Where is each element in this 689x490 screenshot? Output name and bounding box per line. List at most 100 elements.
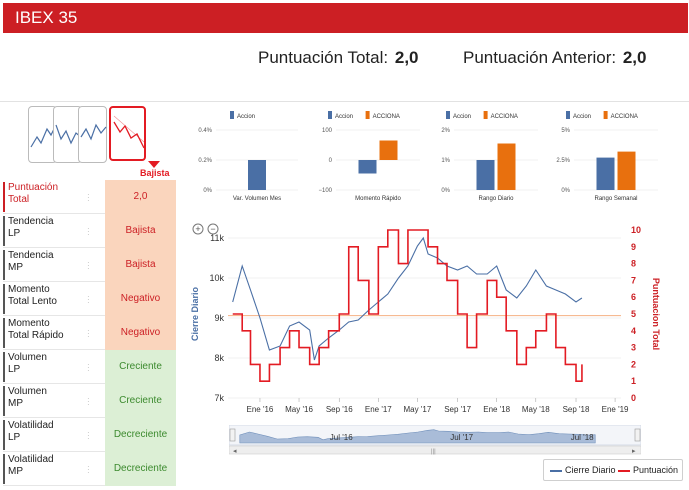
legend-item-puntuacion[interactable]: Puntuación <box>618 465 678 475</box>
bar-accion <box>358 160 377 174</box>
x-tick-label: Sep '17 <box>444 405 471 414</box>
legend-label: Accion <box>237 114 255 120</box>
y-tick-label: 0% <box>561 188 570 194</box>
indicator-row[interactable]: Momento Total Rápido · · · Negativo <box>3 316 176 350</box>
drag-handle-icon[interactable]: · · · <box>87 326 90 341</box>
indicator-row[interactable]: Volumen MP · · · Creciente <box>3 384 176 418</box>
scroll-grip-icon: ||| <box>431 449 436 455</box>
drag-handle-icon[interactable]: · · · <box>87 224 90 239</box>
legend-item-cierre[interactable]: Cierre Diario <box>550 465 616 475</box>
indicator-name-line: MP <box>8 466 23 477</box>
y-tick-label: 5% <box>561 128 570 134</box>
y-tick-label: 100 <box>322 128 333 134</box>
drag-handle-icon[interactable]: · · · <box>87 394 90 409</box>
left-tick-label: 11k <box>210 233 224 243</box>
indicator-row[interactable]: Tendencia MP · · · Bajista <box>3 248 176 282</box>
bar-acciona <box>379 140 398 160</box>
page-title: IBEX 35 <box>15 8 78 27</box>
indicator-row[interactable]: Volatilidad LP · · · Decreciente <box>3 418 176 452</box>
chart-volumen-mes: Accion 0.4% 0.2% 0% Var. Volumen Mes <box>198 111 298 202</box>
indicator-name: Volumen LP <box>3 352 103 382</box>
range-navigator[interactable]: Jul '16 Jul '17 Jul '18 ◂ ||| ▸ <box>229 425 641 455</box>
indicator-name-line: Total Lento <box>8 296 57 307</box>
right-axis-title: Puntuacion Total <box>651 278 661 350</box>
indicator-name: Volatilidad MP <box>3 454 103 484</box>
drag-handle-icon[interactable]: · · · <box>87 462 90 477</box>
navigator-tick-label: Jul '18 <box>571 433 594 442</box>
scroll-right-icon: ▸ <box>632 448 636 455</box>
indicator-row[interactable]: Volumen LP · · · Creciente <box>3 350 176 384</box>
range-chart-icon[interactable] <box>78 106 107 163</box>
x-tick-label: Sep '18 <box>563 405 590 414</box>
navigator-scrollbar[interactable] <box>229 445 641 455</box>
chart-rango-diario: Accion ACCIONA 2% 1% 0% Rango Diario <box>441 111 538 202</box>
legend-swatch-icon <box>230 111 234 119</box>
indicator-row[interactable]: Volatilidad MP · · · Decreciente <box>3 452 176 486</box>
active-trend-label: Bajista <box>140 168 170 178</box>
indicator-name-line: Volumen <box>8 352 47 363</box>
y-tick-label: 0% <box>441 188 450 194</box>
x-tick-label: Ene '19 <box>602 405 629 414</box>
indicator-row[interactable]: Tendencia LP · · · Bajista <box>3 214 176 248</box>
right-tick-label: 2 <box>631 359 636 369</box>
bar-acciona <box>497 143 516 190</box>
legend-line-icon <box>550 469 562 472</box>
zoom-in-icon[interactable]: + <box>192 223 204 235</box>
x-tick-label: Ene '17 <box>365 405 392 414</box>
legend-label: Accion <box>573 114 591 120</box>
indicator-name: Volumen MP <box>3 386 103 416</box>
total-score: Puntuación Total: 2,0 <box>258 48 419 68</box>
x-category-label: Var. Volumen Mes <box>233 196 281 202</box>
bar-accion <box>596 157 615 190</box>
drag-handle-icon[interactable]: · · · <box>87 428 90 443</box>
drag-handle-icon[interactable]: · · · <box>87 360 90 375</box>
indicator-value: Bajista <box>105 214 176 248</box>
indicator-value: Bajista <box>105 248 176 282</box>
series-cierre-line <box>232 236 583 361</box>
trend-chart-icon[interactable] <box>28 106 57 163</box>
indicator-value: 2,0 <box>105 180 176 214</box>
zoom-in-glyph: + <box>195 224 200 234</box>
drag-handle-icon[interactable]: · · · <box>87 292 90 307</box>
indicator-name-line: Volatilidad <box>8 420 54 431</box>
indicator-value: Decreciente <box>105 418 176 452</box>
legend-label-cierre: Cierre Diario <box>565 465 616 475</box>
bearish-chart-icon[interactable] <box>109 106 146 161</box>
indicator-name-line: MP <box>8 262 23 273</box>
y-tick-label: 1% <box>441 158 450 164</box>
drag-handle-icon[interactable]: · · · <box>87 258 90 273</box>
x-category-label: Rango Diario <box>478 196 514 202</box>
x-tick-label: Ene '18 <box>483 405 510 414</box>
x-tick-label: May '17 <box>404 405 432 414</box>
indicator-name: Tendencia MP <box>3 250 103 280</box>
score-summary: Puntuación Total: 2,0 Puntuación Anterio… <box>0 36 689 96</box>
previous-score-label: Puntuación Anterior: <box>463 48 617 67</box>
navigator-tick-label: Jul '16 <box>330 433 353 442</box>
previous-score: Puntuación Anterior: 2,0 <box>463 48 646 68</box>
legend-swatch-icon <box>365 111 370 119</box>
drag-handle-icon[interactable]: · · · <box>87 190 90 205</box>
indicator-value: Creciente <box>105 384 176 418</box>
legend-label: ACCIONA <box>373 114 400 120</box>
navigator-handle-right[interactable] <box>634 428 641 442</box>
zoom-in-circle <box>192 223 204 235</box>
right-tick-label: 0 <box>631 393 636 403</box>
indicator-row[interactable]: Puntuación Total · · · 2,0 <box>3 180 176 214</box>
indicator-row[interactable]: Momento Total Lento · · · Negativo <box>3 282 176 316</box>
right-tick-label: 5 <box>631 309 636 319</box>
y-tick-label: −100 <box>318 188 332 194</box>
indicator-name: Momento Total Lento <box>3 284 103 314</box>
indicator-name-line: Tendencia <box>8 216 54 227</box>
legend-label-puntuacion: Puntuación <box>633 465 679 475</box>
bar-accion <box>248 160 266 190</box>
legend-label: ACCIONA <box>491 114 518 120</box>
navigator-handle-left[interactable] <box>229 428 236 442</box>
indicator-name: Tendencia LP <box>3 216 103 246</box>
indicator-name-line: Puntuación <box>8 182 59 193</box>
x-tick-label: Ene '16 <box>247 405 274 414</box>
left-tick-label: 8k <box>214 353 224 363</box>
indicator-value: Decreciente <box>105 452 176 486</box>
x-tick-label: Sep '16 <box>326 405 353 414</box>
zoom-out-icon[interactable]: − <box>207 223 219 235</box>
